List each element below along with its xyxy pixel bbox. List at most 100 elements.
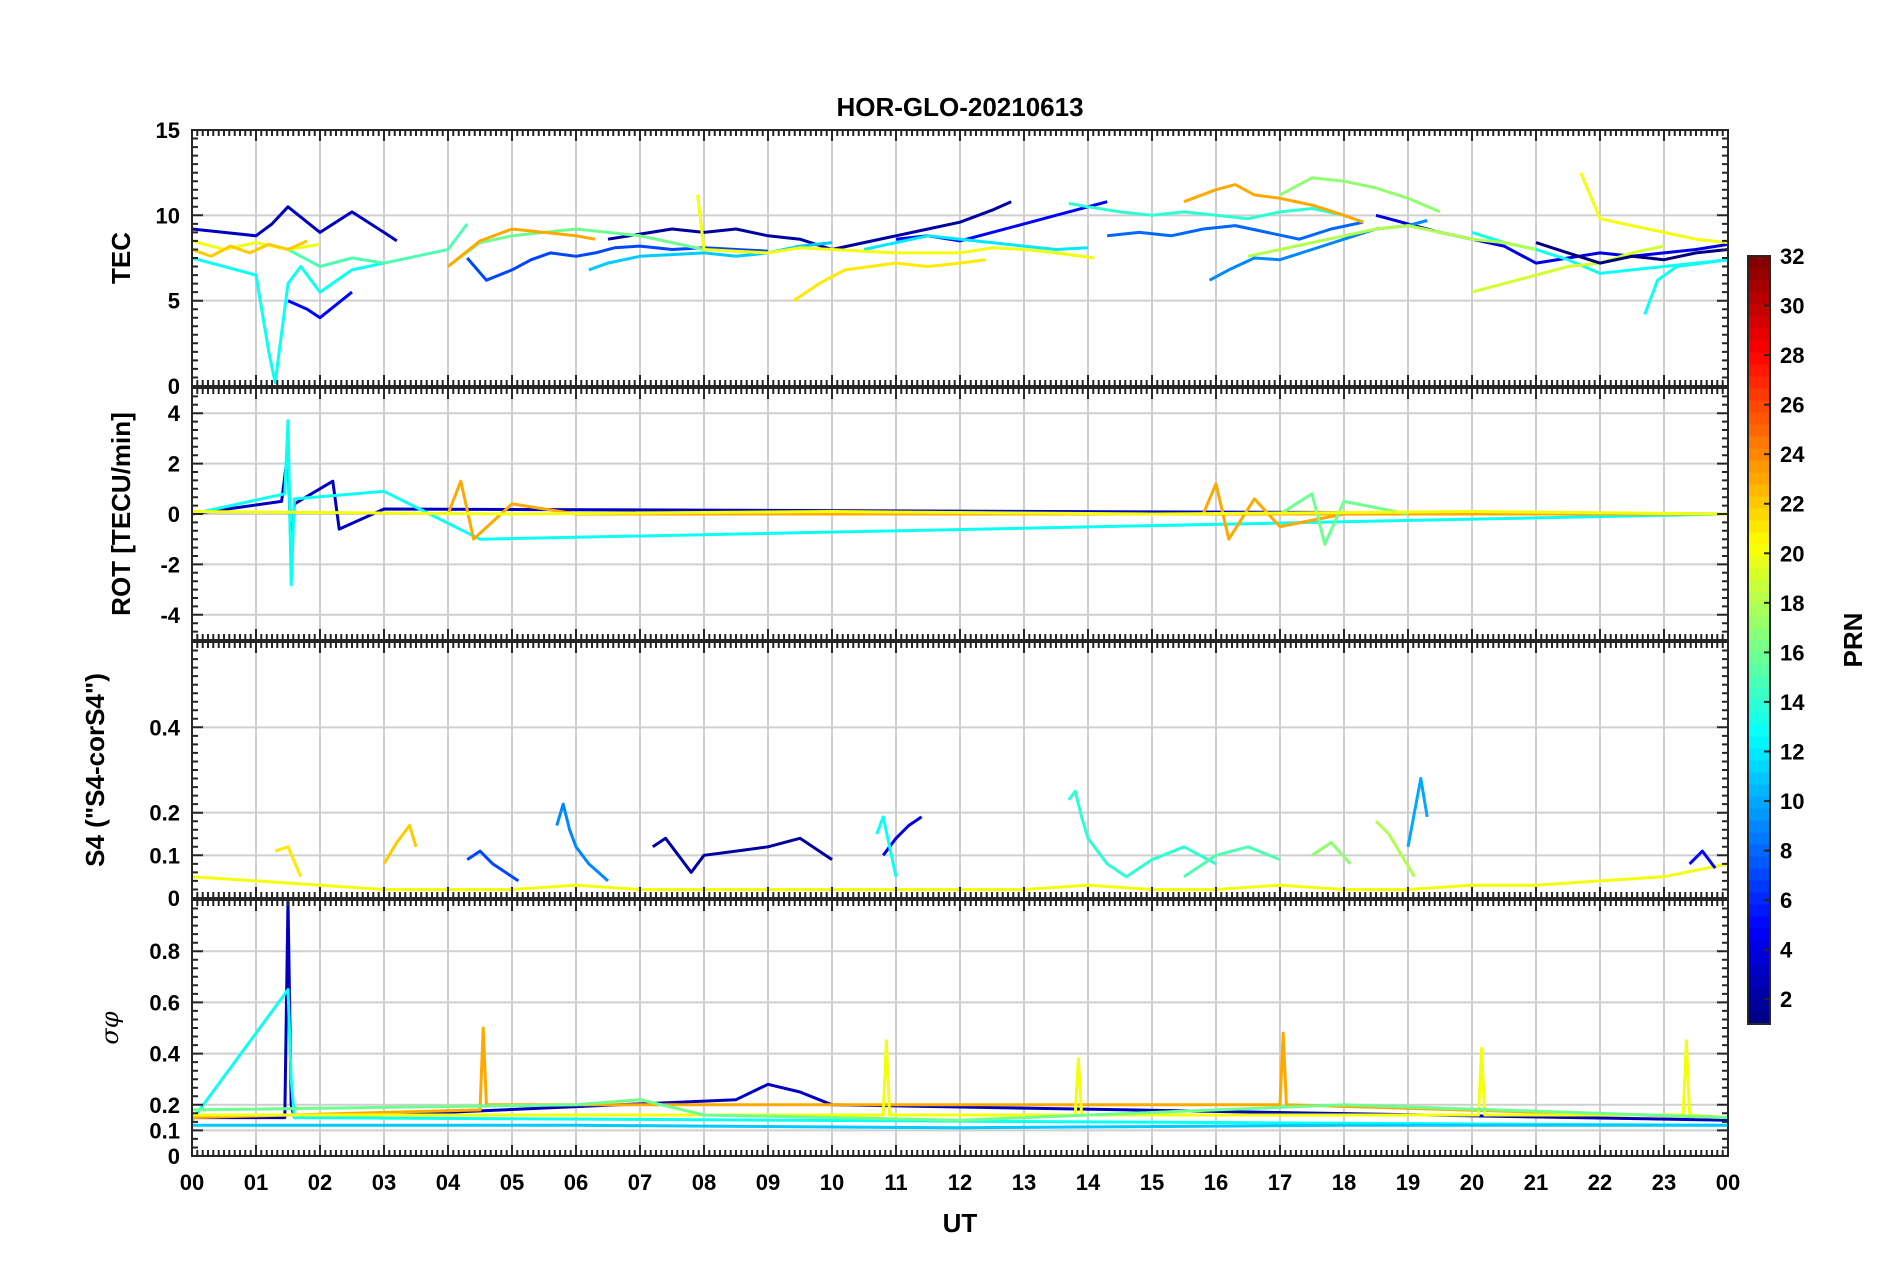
colorbar-swatch [1748,748,1770,761]
series-prn-13 [192,256,385,385]
colorbar-swatch [1748,580,1770,593]
x-tick-label: 13 [1012,1170,1036,1195]
colorbar-tick-label: 8 [1780,839,1792,864]
colorbar-swatch [1748,424,1770,437]
colorbar-swatch [1748,508,1770,521]
colorbar-swatch [1748,292,1770,305]
colorbar-swatch [1748,472,1770,485]
colorbar-swatch [1748,964,1770,977]
colorbar-swatch [1748,340,1770,353]
colorbar-tick-label: 10 [1780,789,1804,814]
y-axis-label: TEC [106,232,136,284]
x-tick-label: 05 [500,1170,524,1195]
colorbar-tick-label: 24 [1780,442,1805,467]
colorbar-swatch [1748,820,1770,833]
colorbar-swatch [1748,628,1770,641]
colorbar-swatch [1748,544,1770,557]
colorbar-tick-label: 22 [1780,492,1804,517]
colorbar-swatch [1748,652,1770,665]
colorbar-swatch [1748,256,1770,269]
series-prn-20 [192,1039,1728,1120]
series-prn-21 [274,845,303,878]
series-prn-1 [1535,241,1728,265]
series-prn-23 [446,479,1728,541]
series-prn-23 [1183,183,1364,224]
x-tick-label: 04 [436,1170,461,1195]
colorbar-swatch [1748,448,1770,461]
colorbar-swatch [1748,808,1770,821]
y-tick-label: 0.6 [149,990,180,1015]
series-prn-20 [1579,172,1728,245]
colorbar-swatch [1748,928,1770,941]
colorbar-swatch [1748,1012,1770,1025]
y-axis-label: ROT [TECU/min] [106,412,136,616]
colorbar-swatch [1748,352,1770,365]
x-tick-label: 11 [884,1170,907,1195]
series-prn-18 [1374,820,1416,878]
colorbar-tick-label: 26 [1780,393,1804,418]
colorbar-swatch [1748,268,1770,281]
colorbar-swatch [1748,496,1770,509]
series-group [192,900,1728,1130]
series-prn-10 [1406,777,1429,848]
colorbar-swatch [1748,616,1770,629]
series-prn-17 [1279,176,1441,214]
colorbar-swatch [1748,916,1770,929]
colorbar-tick-label: 4 [1780,938,1793,963]
colorbar-swatch [1748,736,1770,749]
colorbar-swatch [1748,676,1770,689]
colorbar-swatch [1748,760,1770,773]
x-tick-label: 15 [1140,1170,1164,1195]
x-tick-label: 23 [1652,1170,1676,1195]
y-tick-label: 0.1 [149,1118,180,1143]
colorbar-swatch [1748,724,1770,737]
y-axis-label: S4 ("S4-corS4") [80,673,110,867]
series-prn-16 [447,227,705,268]
colorbar-swatch [1748,892,1770,905]
chart-title: HOR-GLO-20210613 [836,92,1083,122]
y-tick-label: 0 [168,374,180,399]
axes-frame [191,129,1729,387]
y-tick-label: 0 [168,1144,180,1169]
x-tick-label: 01 [244,1170,268,1195]
y-tick-label: 0 [168,502,180,527]
colorbar-swatch [1748,640,1770,653]
x-tick-label: 02 [308,1170,332,1195]
x-tick-label: 08 [692,1170,716,1195]
colorbar-swatch [1748,568,1770,581]
panel-2: 0 0.1 0.2 0.4 S4 ("S4-corS4") [80,641,1729,911]
colorbar-swatch [1748,880,1770,893]
x-tick-label: 09 [756,1170,780,1195]
series-prn-13 [875,815,898,878]
colorbar-swatch [1748,940,1770,953]
series-prn-13 [192,419,1728,587]
colorbar-swatch [1748,952,1770,965]
colorbar-swatch [1748,904,1770,917]
colorbar-tick-label: 14 [1780,690,1805,715]
x-tick-label: 12 [948,1170,972,1195]
colorbar-swatch [1748,304,1770,317]
x-tick-label: 19 [1396,1170,1420,1195]
colorbar-swatch [1748,364,1770,377]
series-prn-15 [1183,845,1281,878]
x-tick-label: 14 [1076,1170,1101,1195]
panel-3: 00.10.2 0.4 0.6 0.8 σφ 00 01 02 03 04 05 06 07 08 09 10… [96,899,1740,1195]
series-group [192,419,1728,587]
series-prn-19 [1471,244,1665,294]
y-tick-label: 0.8 [149,939,180,964]
x-axis-label: UT [943,1208,978,1238]
axes-frame [191,899,1729,1157]
series-prn-7 [466,849,520,883]
series-prn-18 [1247,224,1537,258]
colorbar-swatch [1748,976,1770,989]
y-tick-label: 0.4 [149,715,180,740]
colorbar-tick-label: 32 [1780,244,1804,269]
series-prn-5 [1688,849,1717,870]
y-tick-label: 5 [168,289,180,314]
axes-frame [191,641,1729,899]
series-prn-13 [1643,258,1728,315]
colorbar-swatch [1748,1000,1770,1013]
colorbar-tick-label: 28 [1780,343,1804,368]
colorbar-swatch [1748,436,1770,449]
